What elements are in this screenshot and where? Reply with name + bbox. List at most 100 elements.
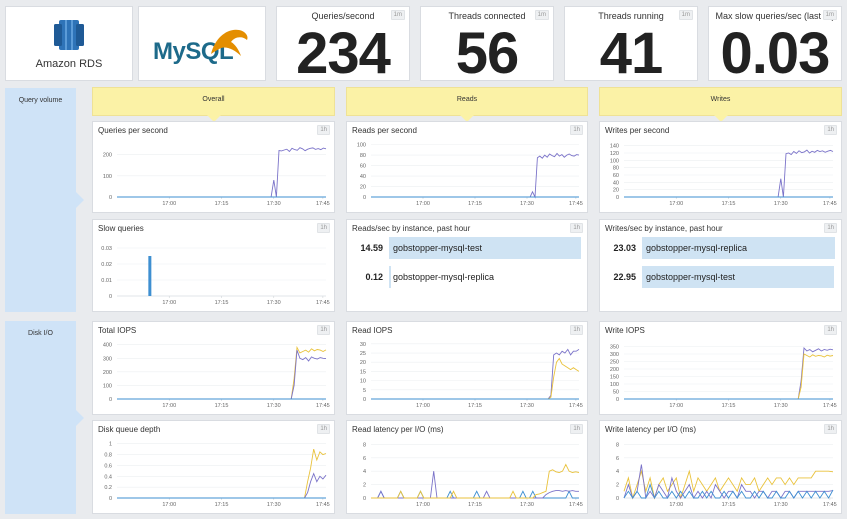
y-tick-label: 0: [363, 496, 366, 502]
y-tick-label: 0.6: [104, 463, 112, 469]
chart-plot: 0 0.01 0.02 0.03 17:00 17:15 17:30 17:45: [101, 246, 330, 306]
y-tick-label: 0.8: [104, 453, 112, 459]
series-line: [117, 147, 327, 198]
y-tick-label: 25: [360, 351, 366, 357]
series-line: [623, 464, 834, 500]
y-tick-label: 6: [363, 456, 366, 462]
section-label: Query volume: [18, 97, 63, 104]
series-line: [371, 152, 580, 199]
widget-writes-by-instance[interactable]: Writes/sec by instance, past hour 1h 23.…: [599, 219, 842, 312]
y-tick-label: 0.01: [101, 278, 112, 284]
widget-title: Reads/sec by instance, past hour: [352, 224, 471, 233]
timeframe-badge: 1m: [390, 10, 405, 20]
widget-read-iops[interactable]: Read IOPS 1h 0 5 10 15 20 25 30 17:00 17:15 17:30…: [346, 321, 588, 415]
x-tick-label: 17:30: [520, 201, 534, 207]
widget-reads-per-second[interactable]: Reads per second 1h 0 20 40 60 80 100 17:00 17:…: [346, 121, 588, 213]
y-tick-label: 0.03: [101, 246, 112, 252]
toplist-bar: [389, 266, 391, 288]
section-disk-io: Disk I/O: [5, 321, 84, 514]
widget-title: Read IOPS: [352, 326, 393, 335]
series-line: [117, 345, 327, 400]
widget-total-iops[interactable]: Total IOPS 1h 0 100 200 300 400 17:00 17:15 17:…: [92, 321, 335, 415]
y-tick-label: 40: [613, 180, 619, 186]
y-tick-label: 10: [360, 379, 366, 385]
widget-disk-queue-depth[interactable]: Disk queue depth 1h 0 0.2 0.4 0.6 0.8 1 17:00 1…: [92, 420, 335, 514]
timeframe-badge: 1h: [824, 223, 837, 233]
kpi-title: Threads connected: [448, 11, 526, 21]
chart-plot: 0 2 4 6 8 17:00 17:15 17:30 17:45: [363, 442, 583, 508]
timeframe-badge: 1m: [534, 10, 549, 20]
y-tick-label: 100: [357, 143, 366, 149]
y-tick-label: 60: [613, 173, 619, 179]
series-line: [623, 483, 834, 500]
timeframe-badge: 1h: [824, 325, 837, 335]
y-tick-label: 0: [109, 195, 112, 201]
y-tick-label: 100: [103, 383, 112, 389]
widget-queries-per-second[interactable]: Queries per second 1h 0 100 200 17:00 17:15 1…: [92, 121, 335, 213]
widget-title: Writes/sec by instance, past hour: [605, 224, 723, 233]
y-tick-label: 40: [360, 174, 366, 180]
x-tick-label: 17:45: [569, 201, 583, 207]
note-pointer: [713, 115, 728, 122]
toplist-row[interactable]: 23.03 gobstopper-mysql-replica: [606, 237, 835, 259]
widget-writes-per-second[interactable]: Writes per second 1h 0 20 40 60 80 100 120 140 1…: [599, 121, 842, 213]
toplist-row[interactable]: 14.59 gobstopper-mysql-test: [353, 237, 581, 259]
chart-plot: 0 100 200 17:00 17:15 17:30 17:45: [103, 147, 330, 207]
x-tick-label: 17:45: [316, 300, 330, 306]
timeframe-badge: 1h: [570, 125, 583, 135]
x-tick-label: 17:00: [416, 502, 430, 508]
toplist-row[interactable]: 22.95 gobstopper-mysql-test: [606, 266, 835, 288]
y-tick-label: 0: [109, 294, 112, 300]
x-tick-label: 17:15: [722, 502, 736, 508]
y-tick-label: 100: [610, 382, 619, 388]
widget-write-latency[interactable]: Write latency per I/O (ms) 1h 0 2 4 6 8 17:00…: [599, 420, 842, 514]
x-tick-label: 17:45: [823, 502, 837, 508]
y-tick-label: 150: [610, 375, 619, 381]
kpi-value: 234: [296, 21, 391, 86]
widget-write-iops[interactable]: Write IOPS 1h 0 50 100 150 200 250 300 350 17:00…: [599, 321, 842, 415]
x-tick-label: 17:00: [416, 201, 430, 207]
note-label: Overall: [202, 96, 225, 103]
widget-title: Read latency per I/O (ms): [352, 425, 444, 434]
series-line: [371, 348, 580, 400]
widget-title: Total IOPS: [98, 326, 137, 335]
kpi-queries-per-second: Queries/second 1m 234: [276, 6, 410, 86]
toplist-instance-name: gobstopper-mysql-replica: [646, 243, 748, 253]
timeframe-badge: 1h: [317, 424, 330, 434]
dolphin-icon: [211, 29, 248, 56]
x-tick-label: 17:15: [468, 502, 482, 508]
toplist-row[interactable]: 0.12 gobstopper-mysql-replica: [353, 266, 581, 288]
x-tick-label: 17:15: [215, 300, 229, 306]
x-tick-label: 17:45: [823, 201, 837, 207]
y-tick-label: 4: [363, 469, 366, 475]
x-tick-label: 17:00: [162, 300, 176, 306]
series-line: [117, 472, 327, 499]
toplist-value: 22.95: [613, 272, 636, 282]
x-tick-label: 17:00: [669, 502, 683, 508]
widget-read-latency[interactable]: Read latency per I/O (ms) 1h 0 2 4 6 8 17:00 1…: [346, 420, 588, 514]
series-line: [117, 349, 327, 400]
section-label: Disk I/O: [28, 330, 53, 337]
kpi-threads-running: Threads running 1m 41: [564, 6, 698, 86]
x-tick-label: 17:15: [722, 403, 736, 409]
toplist-bar: [389, 237, 581, 259]
x-tick-label: 17:00: [162, 201, 176, 207]
y-tick-label: 80: [360, 153, 366, 159]
y-tick-label: 120: [610, 151, 619, 157]
y-tick-label: 0: [616, 195, 619, 201]
note-label: Reads: [456, 96, 478, 103]
x-tick-label: 17:00: [669, 201, 683, 207]
widget-reads-by-instance[interactable]: Reads/sec by instance, past hour 1h 14.5…: [346, 219, 588, 312]
y-tick-label: 5: [363, 388, 366, 394]
kpi-title: Max slow queries/sec (last hr): [715, 11, 835, 21]
widget-slow-queries[interactable]: Slow queries 1h 0 0.01 0.02 0.03 17:00 17:15 1…: [92, 219, 335, 312]
chart-plot: 0 5 10 15 20 25 30 17:00 17:15 17:30 17:45: [360, 342, 583, 409]
x-tick-label: 17:45: [316, 201, 330, 207]
widget-title: Reads per second: [352, 126, 417, 135]
x-tick-label: 17:30: [267, 403, 281, 409]
y-tick-label: 8: [616, 442, 619, 448]
widget-title: Slow queries: [98, 224, 144, 233]
y-tick-label: 1: [109, 442, 112, 448]
kpi-max-slow-queries: Max slow queries/sec (last hr) 1m 0.03: [708, 6, 842, 86]
